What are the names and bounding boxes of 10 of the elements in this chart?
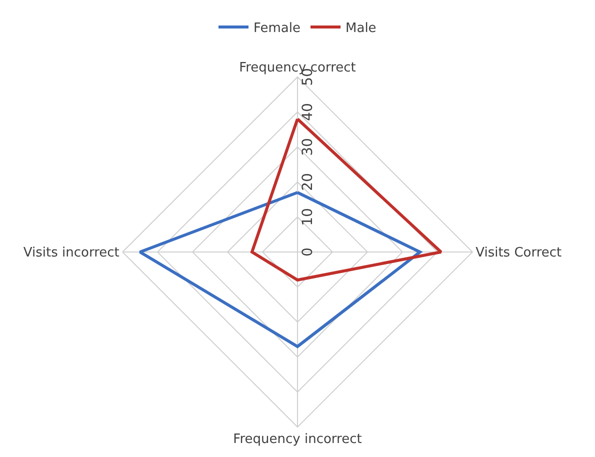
spoke-label: Visits Correct	[476, 246, 562, 261]
legend-label: Female	[254, 21, 301, 36]
y-tick-label: 30	[300, 138, 316, 156]
legend-label: Male	[346, 21, 376, 36]
y-tick-label: 10	[300, 208, 316, 226]
y-tick-label: 20	[300, 173, 316, 191]
y-tick-label: 40	[300, 103, 316, 121]
spoke-label: Frequency incorrect	[233, 432, 362, 448]
y-tick-label: 0	[300, 248, 316, 256]
spoke-label: Visits incorrect	[23, 246, 120, 261]
